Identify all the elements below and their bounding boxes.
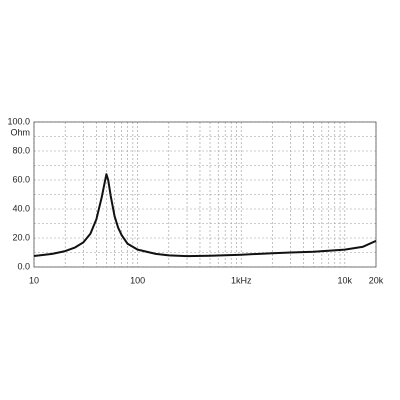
y-tick-label: 40.0 (12, 203, 30, 213)
plot-frame (33, 121, 377, 268)
x-tick-label: 1kHz (231, 275, 252, 285)
x-tick-label: 10k (338, 275, 353, 285)
y-tick-label: 100.0 (7, 116, 30, 126)
y-tick-label: 20.0 (12, 232, 30, 242)
y-tick-label: 0.0 (17, 261, 30, 271)
x-tick-label: 20k (369, 275, 384, 285)
x-tick-label: 100 (130, 275, 145, 285)
x-tick-label: 10 (29, 275, 39, 285)
y-axis-label: Ohm (10, 127, 30, 137)
y-tick-label: 80.0 (12, 145, 30, 155)
y-tick-label: 60.0 (12, 174, 30, 184)
impedance-curve (33, 173, 377, 258)
